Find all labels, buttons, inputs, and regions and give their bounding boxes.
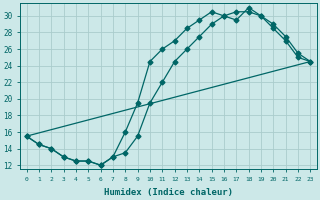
X-axis label: Humidex (Indice chaleur): Humidex (Indice chaleur) [104,188,233,197]
